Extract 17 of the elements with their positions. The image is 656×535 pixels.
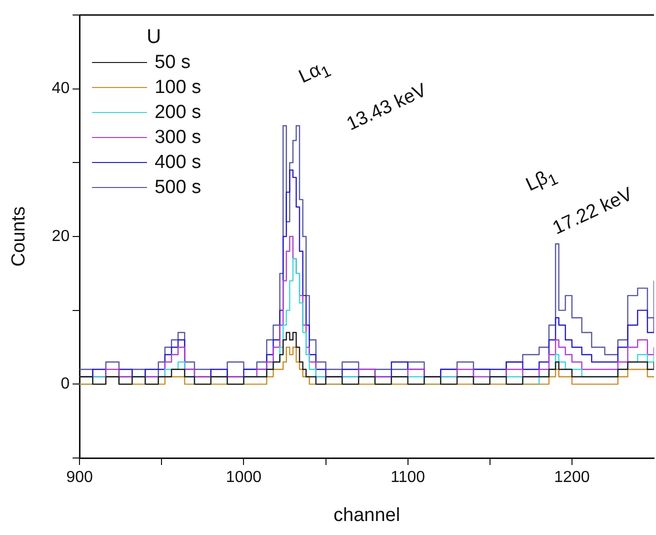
x-tick-label: 1200 (554, 469, 590, 486)
legend-label: 400 s (154, 151, 202, 175)
x-tick-label: 1000 (226, 469, 262, 486)
legend-label: 50 s (154, 51, 191, 75)
y-axis-title: Counts (8, 206, 30, 267)
y-tick-label: 40 (52, 80, 70, 98)
legend-label: 300 s (154, 126, 202, 150)
legend-label: 100 s (154, 76, 202, 100)
x-tick-label: 900 (66, 469, 94, 486)
x-axis-title: channel (334, 504, 400, 526)
legend-title: U (146, 25, 162, 50)
legend-label: 500 s (154, 176, 202, 200)
y-tick-label: 0 (60, 376, 70, 393)
x-tick-label: 1100 (390, 469, 426, 486)
annotation: 13.43 keV (343, 80, 430, 136)
legend-label: 200 s (154, 101, 202, 125)
y-tick-label: 20 (52, 228, 70, 245)
